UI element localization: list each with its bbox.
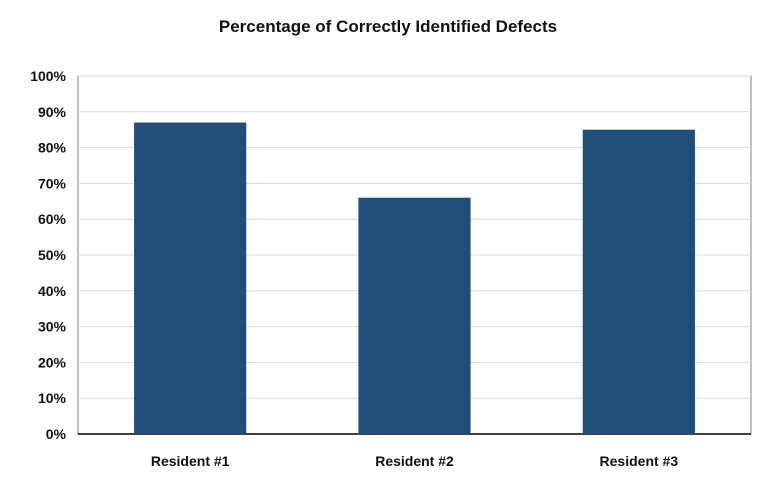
- chart-title: Percentage of Correctly Identified Defec…: [218, 17, 558, 36]
- bar-3: [582, 129, 695, 434]
- y-axis-ticks: 0% 10% 20% 30% 40% 50% 60% 70% 80% 90% 100%: [30, 68, 66, 442]
- y-tick-label: 40%: [38, 283, 67, 299]
- y-tick-label: 30%: [38, 319, 67, 335]
- y-tick-label: 70%: [38, 175, 67, 191]
- bar-1: [134, 122, 247, 434]
- y-tick-label: 80%: [38, 140, 67, 156]
- y-tick-label: 20%: [38, 354, 67, 370]
- bars: [134, 122, 695, 434]
- x-category-label: Resident #3: [600, 453, 679, 469]
- x-axis-categories: Resident #1 Resident #2 Resident #3: [151, 453, 678, 469]
- y-tick-label: 90%: [38, 104, 67, 120]
- bar-2: [358, 197, 471, 434]
- y-tick-label: 100%: [30, 68, 66, 84]
- y-tick-label: 0%: [46, 426, 67, 442]
- y-tick-label: 10%: [38, 390, 67, 406]
- x-category-label: Resident #1: [151, 453, 230, 469]
- x-category-label: Resident #2: [375, 453, 454, 469]
- y-tick-label: 50%: [38, 247, 67, 263]
- y-tick-label: 60%: [38, 211, 67, 227]
